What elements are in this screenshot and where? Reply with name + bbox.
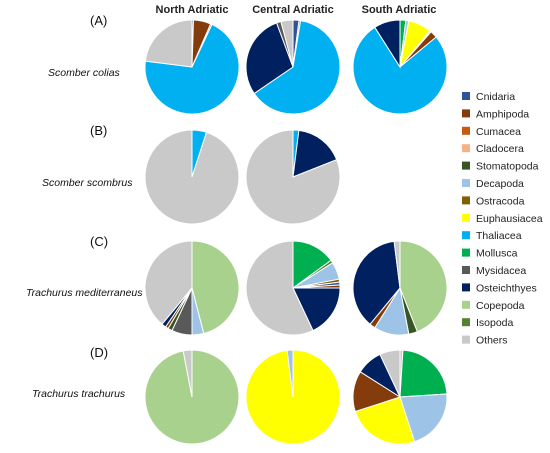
legend-label-isopoda: Isopoda — [476, 317, 514, 329]
legend-item-euphausiacea: Euphausiacea — [462, 213, 543, 225]
slice-others — [182, 349, 193, 398]
legend-swatch-cumacea — [462, 126, 470, 135]
legend-item-cumacea: Cumacea — [462, 126, 521, 138]
legend-item-decapoda: Decapoda — [462, 178, 524, 190]
panel-label-c: (C) — [90, 234, 108, 249]
pie-grid — [144, 19, 448, 445]
legend-swatch-stomatopoda — [462, 161, 470, 170]
legend-item-amphipoda: Amphipoda — [462, 108, 529, 120]
legend-item-mysidacea: Mysidacea — [462, 265, 526, 277]
legend-label-ostracoda: Ostracoda — [476, 195, 525, 207]
legend-swatch-euphausiacea — [462, 213, 470, 222]
legend-item-osteichthyes: Osteichthyes — [462, 282, 537, 294]
legend-swatch-mysidacea — [462, 266, 470, 274]
legend-item-others: Others — [462, 335, 508, 347]
legend-item-thaliacea: Thaliacea — [462, 230, 522, 242]
slice-euphausiacea — [354, 396, 416, 445]
legend-swatch-mollusca — [462, 248, 470, 257]
slice-osteichthyes — [374, 19, 401, 69]
legend-item-ostracoda: Ostracoda — [462, 195, 525, 207]
slice-copepoda — [399, 240, 448, 333]
slice-mollusca — [399, 349, 448, 398]
panel-label-a: (A) — [90, 13, 107, 28]
slice-decapoda — [286, 349, 294, 398]
legend-swatch-ostracoda — [462, 196, 470, 205]
slice-others — [280, 19, 294, 68]
slice-osteichthyes — [292, 287, 341, 332]
pie-trachurus-mediterraneus-north-adriatic — [144, 240, 240, 336]
legend-item-copepoda: Copepoda — [462, 300, 525, 312]
panel-label-b: (B) — [90, 123, 107, 138]
legend-swatch-others — [462, 335, 470, 344]
slice-osteichthyes — [292, 129, 338, 178]
pie-scomber-colias-north-adriatic — [144, 19, 240, 115]
legend-swatch-copepoda — [462, 300, 470, 309]
legend-label-euphausiacea: Euphausiacea — [476, 213, 543, 225]
panel-label-d: (D) — [90, 345, 108, 360]
legend-label-decapoda: Decapoda — [476, 178, 524, 190]
legend-item-mollusca: Mollusca — [462, 248, 518, 260]
species-label-d: Trachurus trachurus — [32, 388, 126, 400]
legend-item-stomatopoda: Stomatopoda — [462, 161, 539, 173]
legend-swatch-osteichthyes — [462, 283, 470, 292]
slice-decapoda — [399, 393, 448, 443]
species-label-a: Scomber colias — [48, 67, 121, 79]
legend-label-copepoda: Copepoda — [476, 300, 525, 312]
species-label-c: Trachurus mediterraneus — [26, 287, 143, 299]
legend-label-mysidacea: Mysidacea — [476, 265, 526, 277]
slice-copepoda — [191, 240, 240, 335]
legend-swatch-amphipoda — [462, 109, 470, 118]
legend-item-cnidaria: Cnidaria — [462, 91, 515, 103]
legend-swatch-cnidaria — [462, 92, 470, 100]
slice-others — [393, 240, 401, 289]
slice-others — [144, 19, 193, 68]
pie-trachurus-trachurus-central-adriatic — [245, 349, 341, 445]
legend: Cnidaria Amphipoda Cumacea Cladocera Stomato… — [462, 91, 543, 347]
column-titles: North Adriatic Central Adriatic South Ad… — [156, 4, 437, 16]
column-title-north: North Adriatic — [156, 4, 229, 16]
legend-label-others: Others — [476, 335, 508, 347]
slice-others — [379, 349, 401, 398]
legend-item-isopoda: Isopoda — [462, 317, 514, 329]
pie-trachurus-mediterraneus-central-adriatic — [245, 240, 341, 336]
row-labels: (A) Scomber colias (B) Scomber scombrus … — [26, 13, 143, 400]
column-title-central: Central Adriatic — [252, 4, 334, 16]
slice-others — [245, 240, 314, 336]
legend-swatch-thaliacea — [462, 231, 470, 240]
pie-scomber-scombrus-north-adriatic — [144, 129, 240, 225]
legend-label-osteichthyes: Osteichthyes — [476, 282, 537, 294]
pie-trachurus-trachurus-north-adriatic — [144, 349, 240, 445]
pie-trachurus-mediterraneus-south-adriatic — [352, 240, 448, 336]
legend-label-cladocera: Cladocera — [476, 143, 524, 155]
slice-others — [144, 240, 193, 325]
slice-thaliacea — [144, 23, 240, 115]
slice-others — [245, 129, 341, 225]
pie-scomber-colias-central-adriatic — [245, 19, 341, 115]
legend-label-stomatopoda: Stomatopoda — [476, 161, 539, 173]
legend-label-cnidaria: Cnidaria — [476, 91, 515, 103]
legend-label-mollusca: Mollusca — [476, 248, 518, 260]
legend-swatch-cladocera — [462, 144, 470, 153]
slice-thaliacea — [352, 26, 448, 115]
legend-swatch-decapoda — [462, 179, 470, 187]
slice-others — [144, 129, 240, 225]
pie-scomber-colias-south-adriatic — [352, 19, 448, 115]
species-label-b: Scomber scombrus — [42, 177, 133, 189]
legend-label-cumacea: Cumacea — [476, 126, 521, 138]
slice-thaliacea — [253, 20, 341, 115]
pie-trachurus-trachurus-south-adriatic — [352, 349, 448, 445]
legend-label-thaliacea: Thaliacea — [476, 230, 522, 242]
legend-item-cladocera: Cladocera — [462, 143, 524, 155]
column-title-south: South Adriatic — [362, 4, 437, 16]
slice-osteichthyes — [352, 240, 401, 325]
pie-scomber-scombrus-central-adriatic — [245, 129, 341, 225]
legend-swatch-isopoda — [462, 318, 470, 327]
slice-osteichthyes — [245, 22, 294, 95]
legend-label-amphipoda: Amphipoda — [476, 108, 529, 120]
